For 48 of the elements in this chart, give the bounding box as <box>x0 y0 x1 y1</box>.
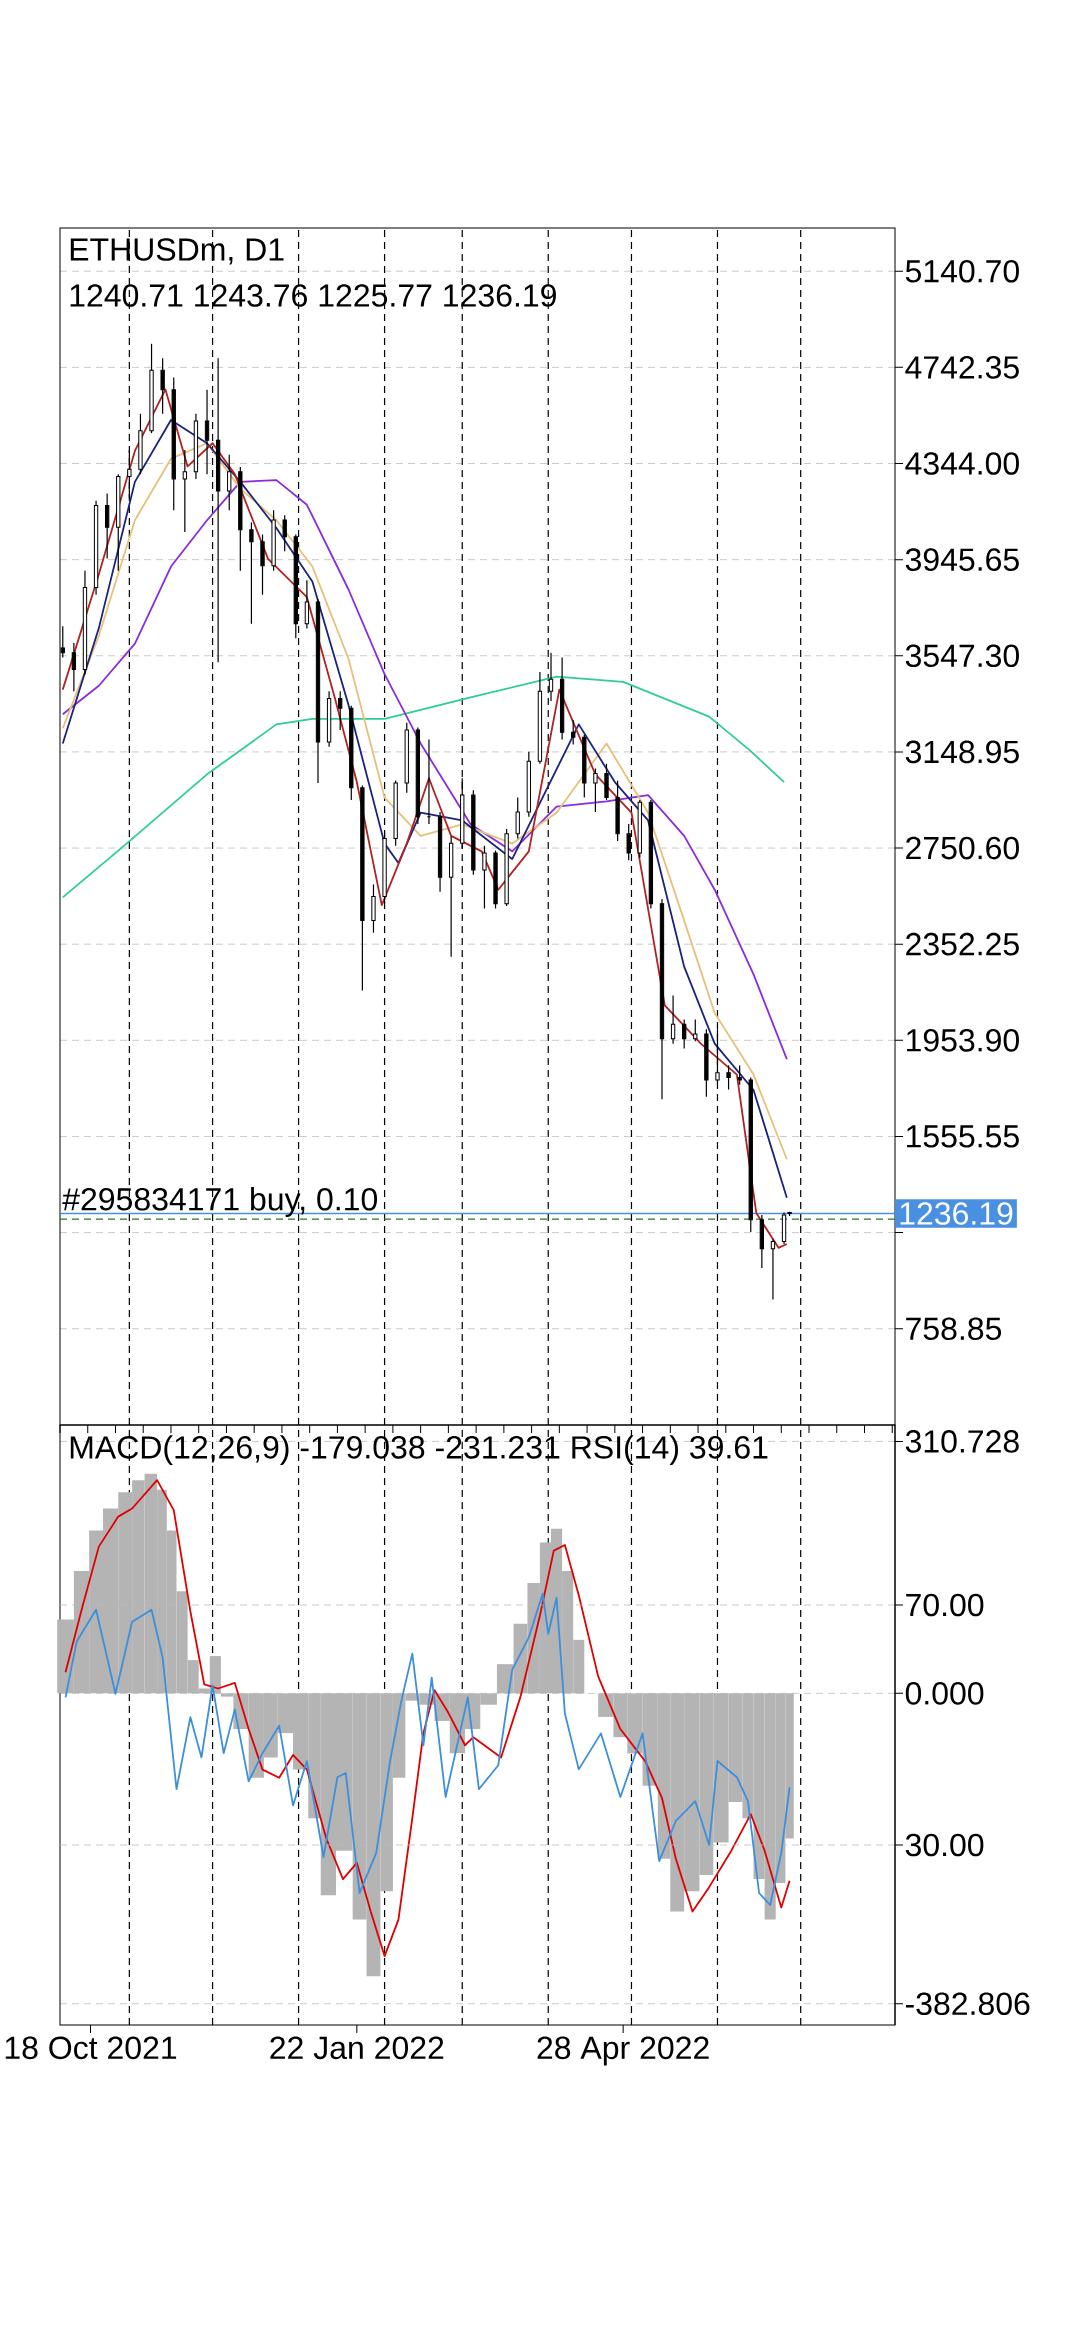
line-series <box>61 479 788 1061</box>
y-tick-label: 0.000 <box>905 1682 984 1705</box>
candlestick <box>770 1238 776 1301</box>
y-tick-label: -382.806 <box>905 1992 1030 2016</box>
y-tick-label: 3148.95 <box>905 740 1019 764</box>
ref-line-label: #295834171 buy, 0.10 <box>62 1187 378 1217</box>
chart-title: ETHUSDm, D1 <box>70 238 284 265</box>
candlestick <box>670 994 676 1045</box>
chart-title: MACD(12,26,9) -179.038 -231.231 RSI(14) 39.61 <box>70 1435 768 1465</box>
y-tick-label: 4742.35 <box>905 356 1019 379</box>
candlestick <box>204 389 210 475</box>
x-tick-label: 22 Jan 2022 <box>270 2036 444 2060</box>
x-tick-label: 28 Apr 2022 <box>537 2036 709 2066</box>
candlestick <box>726 1064 731 1091</box>
ref-line-label: 1236.19 <box>900 1202 1013 1225</box>
candlestick <box>515 796 520 840</box>
line-series <box>64 1479 791 1957</box>
line-series <box>64 1592 791 1906</box>
y-tick-label: 3945.65 <box>905 548 1019 571</box>
candlestick <box>593 767 598 813</box>
candlestick <box>304 579 310 630</box>
candlestick <box>338 690 343 731</box>
y-tick-label: 3547.30 <box>905 644 1019 668</box>
candlestick <box>249 521 254 625</box>
y-tick-label: 310.728 <box>905 1430 1019 1453</box>
candlestick <box>682 1018 687 1050</box>
candlestick <box>482 845 487 910</box>
y2-tick-label: 30.00 <box>905 1833 984 1857</box>
candlestick <box>182 449 187 533</box>
candlestick <box>282 514 287 552</box>
y-tick-label: 1555.55 <box>906 1125 1019 1148</box>
candlestick <box>737 1064 742 1086</box>
line-series <box>61 675 785 899</box>
candlestick <box>71 642 77 692</box>
text: 1240.71 1243.76 1225.77 1236.19 <box>70 284 556 307</box>
candlestick <box>105 492 110 560</box>
y-tick-label: 2352.25 <box>906 932 1019 956</box>
x-tick-label: 18 Oct 2021 <box>5 2036 177 2060</box>
candlestick <box>693 1018 698 1042</box>
y-tick-label: 5140.70 <box>905 259 1019 283</box>
y2-tick-label: 70.00 <box>906 1593 984 1617</box>
candlestick <box>571 719 576 746</box>
candlestick <box>160 357 165 415</box>
y-tick-label: 4344.00 <box>905 452 1019 475</box>
y-tick-label: 758.85 <box>906 1317 1002 1341</box>
y-tick-label: 1953.90 <box>906 1029 1019 1052</box>
y-tick-label: 2750.60 <box>906 836 1019 860</box>
candlestick <box>227 454 232 511</box>
